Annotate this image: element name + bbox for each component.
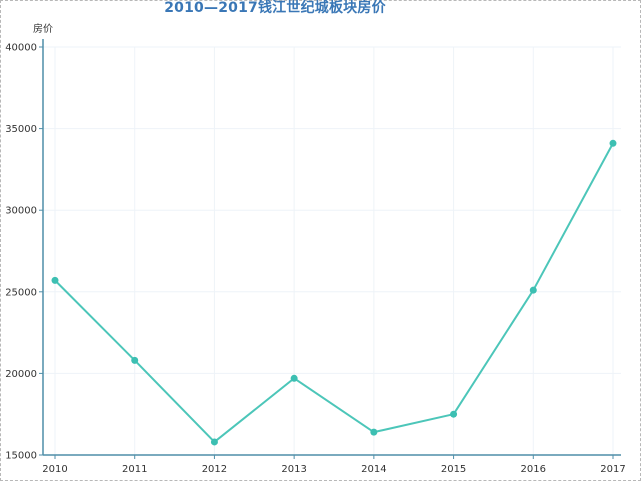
x-ticks: 2010 2011 2012 2013 2014 2015 2016 2017 [42,455,626,475]
x-tick-label: 2011 [122,464,147,475]
x-tick-label: 2016 [521,464,546,475]
data-point [450,410,458,418]
x-tick-label: 2010 [42,464,67,475]
y-tick-label: 35000 [5,124,37,135]
y-axis-label: 房价 [33,22,53,35]
data-point [529,286,537,294]
y-tick-label: 15000 [5,451,37,462]
axes: 房价 [33,22,621,456]
series-line [54,142,614,443]
grid-lines [43,46,621,456]
x-tick-label: 2013 [281,464,306,475]
data-point [131,356,139,364]
y-tick-label: 40000 [5,43,37,54]
data-point [370,428,378,436]
data-point [290,374,298,382]
series [51,139,617,446]
x-tick-label: 2017 [600,464,625,475]
x-tick-label: 2012 [202,464,227,475]
y-tick-label: 30000 [5,206,37,217]
data-point [210,438,218,446]
y-tick-label: 25000 [5,287,37,298]
data-point [51,276,59,284]
x-tick-label: 2014 [361,464,386,475]
x-tick-label: 2015 [441,464,466,475]
chart-title: 2010—2017钱江世纪城板块房价 [164,0,386,16]
data-point [609,139,617,147]
y-tick-label: 20000 [5,369,37,380]
y-ticks: 15000 20000 25000 30000 35000 40000 [5,43,43,462]
